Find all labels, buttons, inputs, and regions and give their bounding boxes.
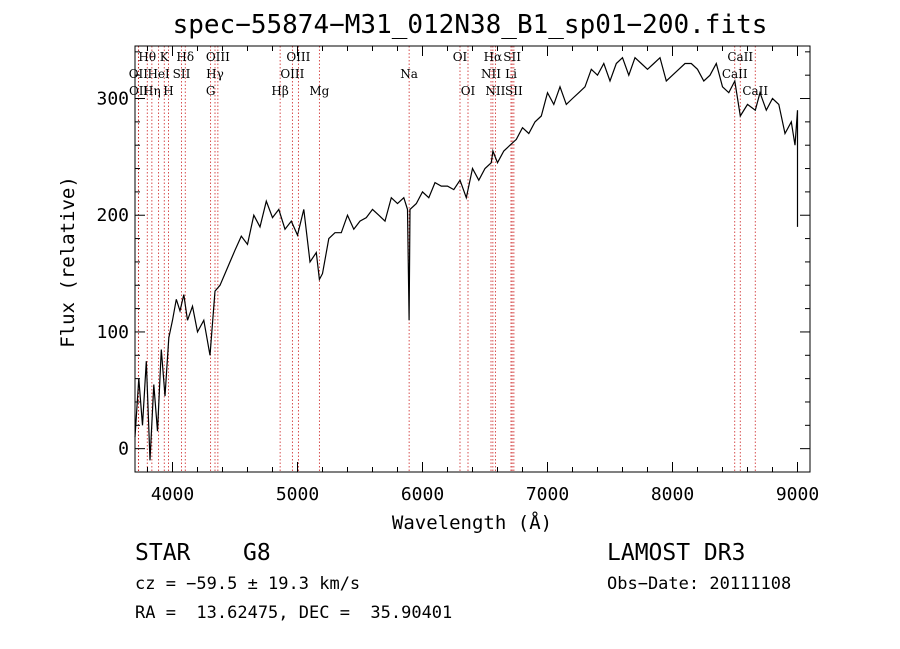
line-marker-label-7: SII — [503, 50, 521, 64]
y-tick-label: 300 — [96, 89, 129, 110]
line-marker-label-25: NII — [485, 84, 505, 98]
ra-dec-coordinates: RA = 13.62475, DEC = 35.90401 — [135, 603, 453, 623]
line-marker-label-3: OIII — [206, 50, 230, 64]
x-tick-label: 5000 — [276, 484, 319, 505]
line-marker-label-18: OII — [129, 84, 149, 98]
x-axis-label: Wavelength (Å) — [392, 511, 552, 534]
line-marker-label-24: OI — [461, 84, 476, 98]
line-marker-label-4: OIII — [286, 50, 310, 64]
x-tick-label: 8000 — [651, 484, 694, 505]
y-tick-label: 200 — [96, 205, 129, 226]
line-marker-label-12: Hγ — [206, 67, 224, 81]
spectrum-line — [134, 56, 799, 461]
line-marker-label-1: K — [160, 50, 170, 64]
object-class: STAR — [135, 540, 191, 566]
chart-title: spec−55874−M31_012N38_B1_sp01−200.fits — [173, 10, 768, 40]
line-marker-label-5: OI — [453, 50, 468, 64]
observation-date: Obs−Date: 20111108 — [607, 574, 792, 594]
line-marker-label-14: Na — [400, 67, 418, 81]
line-marker-label-21: G — [206, 84, 216, 98]
y-tick-label: 0 — [118, 439, 129, 460]
object-subclass: G8 — [243, 540, 271, 566]
line-marker-label-13: OIII — [280, 67, 304, 81]
line-marker-label-19: Hη — [143, 84, 161, 98]
line-marker-label-16: Li — [505, 67, 517, 81]
line-marker-label-6: Hα — [484, 50, 503, 64]
x-tick-label: 7000 — [526, 484, 569, 505]
plot-frame — [134, 45, 811, 473]
axis-ticks: 4000 5000 6000 7000 8000 9000 0 100 200 300 — [96, 46, 819, 505]
y-axis-label: Flux (relative) — [57, 176, 79, 348]
line-marker-label-17: CaII — [722, 67, 748, 81]
survey-name: LAMOST DR3 — [607, 540, 746, 566]
line-marker-label-20: H — [163, 84, 173, 98]
x-tick-label: 4000 — [151, 484, 194, 505]
redshift-cz: cz = −59.5 ± 19.3 km/s — [135, 574, 361, 594]
line-marker-label-9: OII — [129, 67, 149, 81]
line-marker-label-2: Hδ — [176, 50, 194, 64]
x-tick-label: 6000 — [401, 484, 444, 505]
line-marker-label-15: NII — [481, 67, 501, 81]
line-marker-label-23: Mg — [309, 84, 329, 98]
line-marker-label-22: Hβ — [271, 84, 288, 98]
line-marker-label-10: HeI — [147, 67, 170, 81]
x-tick-label: 9000 — [776, 484, 819, 505]
line-marker-label-0: Hθ — [138, 50, 156, 64]
line-marker-label-11: SII — [173, 67, 191, 81]
y-tick-label: 100 — [96, 322, 129, 343]
line-marker-label-26: SII — [505, 84, 523, 98]
line-marker-label-8: CaII — [727, 50, 753, 64]
line-marker-label-27: CaII — [742, 84, 768, 98]
